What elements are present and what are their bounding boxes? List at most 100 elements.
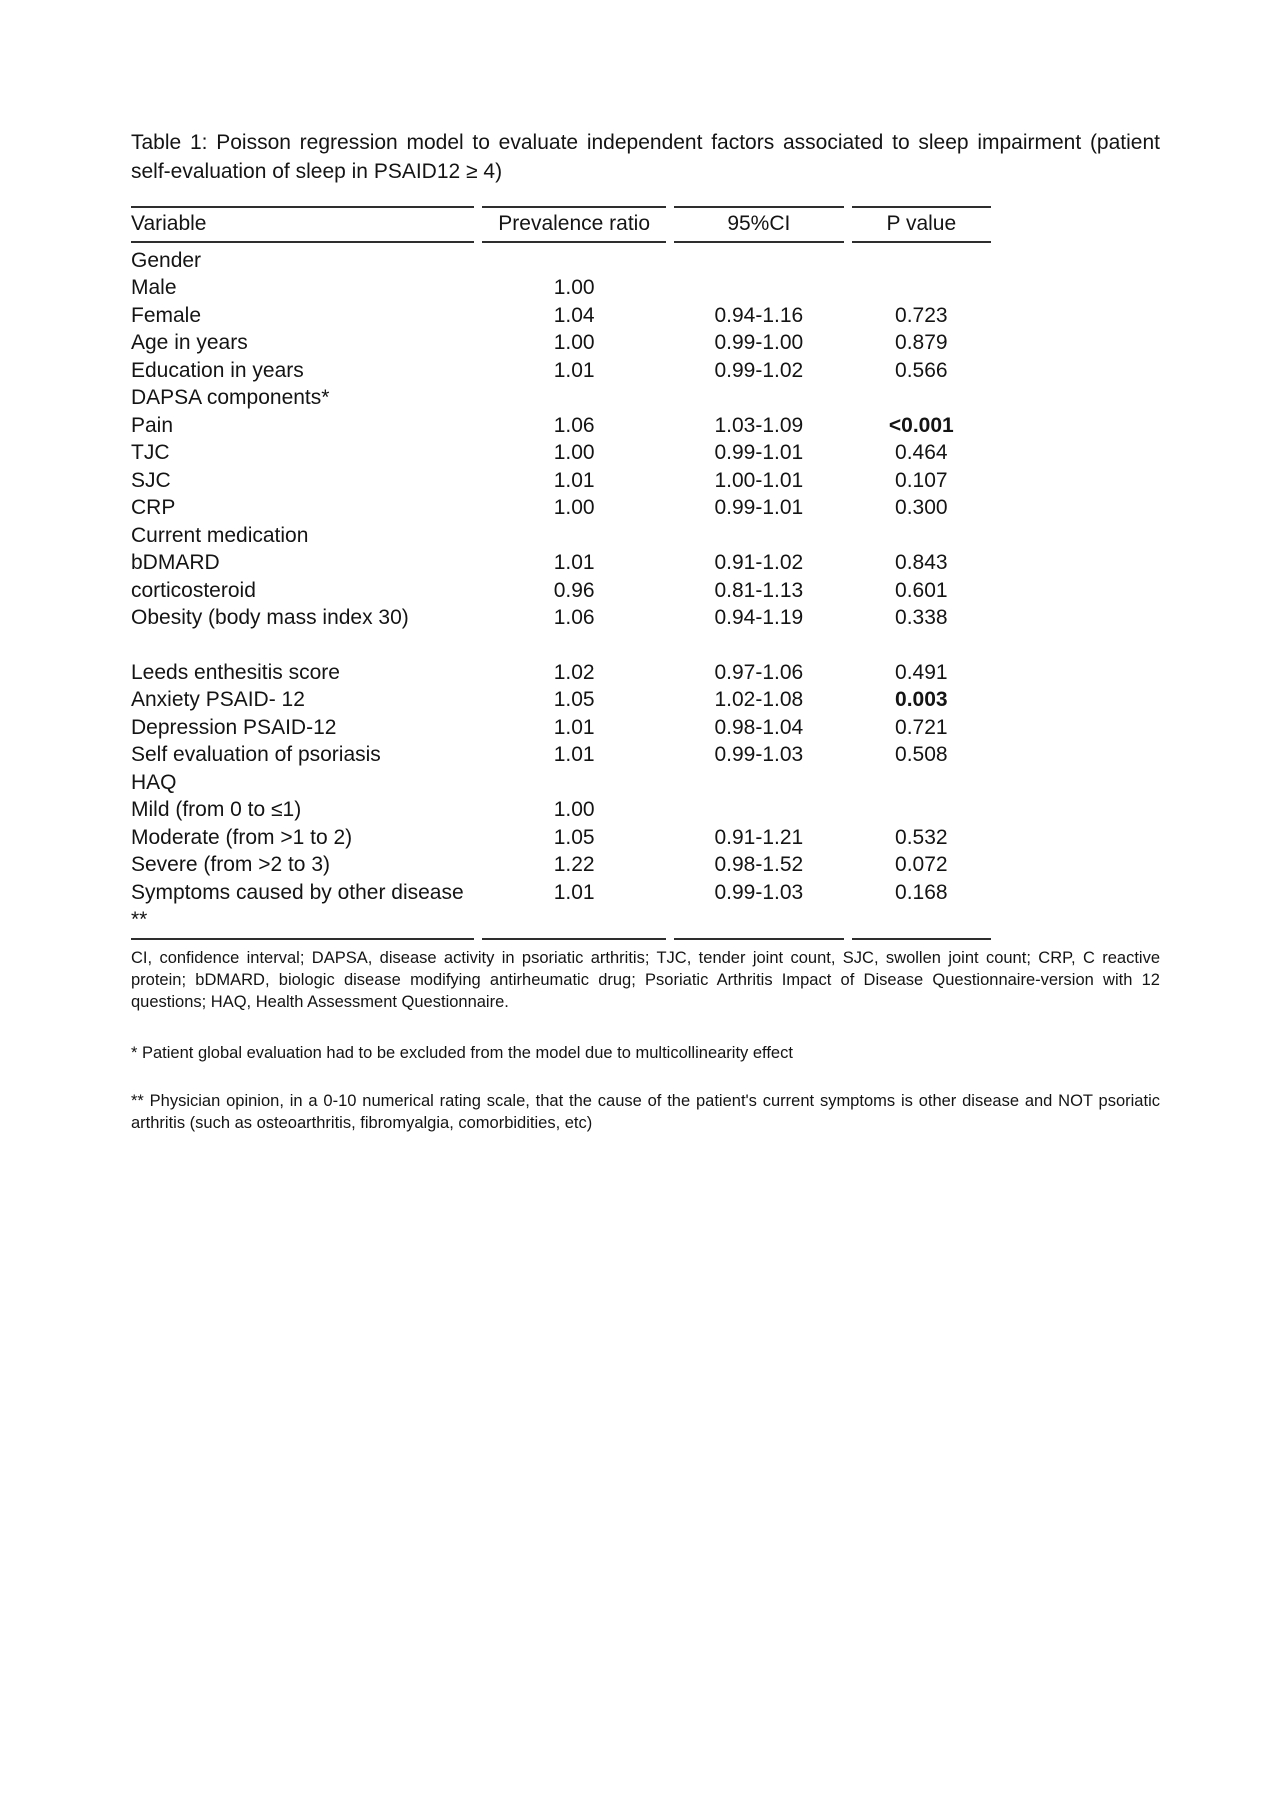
- table-header: Variable Prevalence ratio 95%CI P value: [131, 206, 991, 243]
- prevalence-ratio-cell: [482, 632, 666, 659]
- p-value-cell: 0.107: [895, 468, 948, 492]
- variable-cell: Age in years: [131, 331, 248, 354]
- ci-cell: [674, 632, 844, 659]
- variable-cell: Gender: [131, 248, 202, 272]
- table-row: Gender: [131, 243, 991, 275]
- table-row: DAPSA components*: [131, 384, 991, 412]
- p-value-cell: 0.721: [895, 715, 948, 739]
- table-row: CRP 1.00 0.99-1.01 0.300: [131, 494, 991, 522]
- p-value-cell: [852, 243, 991, 275]
- p-value-cell: [852, 796, 991, 824]
- prevalence-ratio-cell: 1.02: [553, 660, 595, 684]
- variable-cell: HAQ: [131, 770, 177, 794]
- ci-cell: 0.97-1.06: [714, 660, 804, 684]
- table-row: TJC 1.00 0.99-1.01 0.464: [131, 439, 991, 467]
- prevalence-ratio-cell: 1.01: [482, 879, 667, 940]
- prevalence-ratio-cell: 1.06: [553, 606, 595, 629]
- prevalence-ratio-cell: 1.22: [553, 853, 595, 876]
- table-row: corticosteroid 0.96 0.81-1.13 0.601: [131, 577, 991, 605]
- ci-cell: 0.91-1.21: [714, 825, 804, 849]
- prevalence-ratio-cell: [482, 522, 666, 550]
- table-row: Age in years 1.00 0.99-1.00 0.879: [131, 329, 991, 357]
- column-header-p-value: P value: [851, 206, 991, 243]
- prevalence-ratio-cell: 1.05: [553, 688, 595, 711]
- p-value-cell: [852, 274, 991, 302]
- ci-cell: [674, 796, 844, 824]
- ci-cell: 0.94-1.16: [714, 303, 804, 327]
- prevalence-ratio-cell: 1.00: [553, 276, 595, 299]
- prevalence-ratio-cell: [482, 243, 666, 275]
- prevalence-ratio-cell: 1.00: [553, 331, 595, 354]
- table-row: Current medication: [131, 522, 991, 550]
- table-row: Severe (from >2 to 3) 1.22 0.98-1.52 0.072: [131, 851, 991, 879]
- column-header-prevalence-ratio: Prevalence ratio: [482, 206, 667, 243]
- variable-cell: Moderate (from >1 to 2): [131, 825, 353, 849]
- ci-cell: 0.99-1.01: [714, 441, 804, 464]
- ci-cell: [674, 769, 844, 797]
- p-value-cell: 0.464: [895, 441, 948, 464]
- p-value-cell: 0.566: [895, 358, 948, 382]
- p-value-cell: [852, 632, 991, 659]
- ci-cell: 1.00-1.01: [714, 468, 804, 492]
- variable-cell: CRP: [131, 496, 176, 519]
- ci-cell: 0.99-1.02: [714, 358, 804, 382]
- p-value-cell: 0.168: [851, 879, 991, 940]
- variable-cell: Mild (from 0 to ≤1): [131, 798, 302, 821]
- variable-cell: Pain: [131, 413, 174, 437]
- ci-cell: 1.03-1.09: [714, 413, 804, 437]
- ci-cell: 0.99-1.03: [674, 879, 844, 940]
- double-asterisk-footnote: ** Physician opinion, in a 0-10 numerica…: [131, 1091, 1160, 1132]
- ci-cell: 0.81-1.13: [714, 578, 804, 602]
- p-value-cell: 0.601: [895, 578, 948, 602]
- table-caption: Table 1: Poisson regression model to eva…: [131, 131, 1160, 183]
- prevalence-ratio-cell: 1.06: [553, 413, 595, 437]
- ci-cell: [674, 384, 844, 412]
- p-value-cell: [852, 769, 991, 797]
- table-row: HAQ: [131, 769, 991, 797]
- table-row: Obesity (body mass index 30) 1.06 0.94-1.1…: [131, 604, 991, 632]
- prevalence-ratio-cell: [482, 384, 666, 412]
- variable-cell: DAPSA components*: [131, 386, 330, 409]
- p-value-cell: 0.723: [895, 303, 948, 327]
- ci-cell: 0.99-1.03: [714, 743, 804, 766]
- document-page: Table 1: Poisson regression model to eva…: [131, 128, 1160, 1134]
- p-value-cell: 0.532: [895, 825, 948, 849]
- p-value-cell: 0.508: [895, 743, 948, 766]
- prevalence-ratio-cell: 1.01: [553, 715, 595, 739]
- p-value-cell: 0.843: [895, 551, 948, 574]
- ci-cell: 0.98-1.52: [714, 853, 804, 876]
- table-row: Education in years 1.01 0.99-1.02 0.566: [131, 357, 991, 385]
- ci-cell: 0.99-1.01: [714, 496, 804, 519]
- table-row: Mild (from 0 to ≤1) 1.00: [131, 796, 991, 824]
- variable-cell: [131, 632, 474, 659]
- prevalence-ratio-cell: 1.01: [553, 468, 595, 492]
- variable-cell: corticosteroid: [131, 578, 256, 602]
- variable-cell: Obesity (body mass index 30): [131, 606, 409, 629]
- variable-cell: Anxiety PSAID- 12: [131, 688, 305, 711]
- table-row: Anxiety PSAID- 12 1.05 1.02-1.08 0.003: [131, 686, 991, 714]
- table-row: Male 1.00: [131, 274, 991, 302]
- spacer-row: [131, 632, 991, 659]
- p-value-cell: [852, 522, 991, 550]
- abbreviations-footnote: CI, confidence interval; DAPSA, disease …: [131, 948, 1160, 1011]
- p-value-cell: 0.491: [895, 660, 948, 684]
- prevalence-ratio-cell: 1.00: [553, 496, 595, 519]
- table-body: Gender Male 1.00 Female 1.04 0.94-1.16 0.723 Ag…: [131, 243, 991, 940]
- prevalence-ratio-cell: 1.05: [553, 825, 595, 849]
- prevalence-ratio-cell: [482, 769, 666, 797]
- variable-cell: TJC: [131, 441, 170, 464]
- column-header-variable: Variable: [131, 206, 475, 243]
- table-row: Leeds enthesitis score 1.02 0.97-1.06 0.491: [131, 659, 991, 687]
- prevalence-ratio-cell: 1.00: [553, 441, 595, 464]
- table-row: Female 1.04 0.94-1.16 0.723: [131, 302, 991, 330]
- variable-cell: Female: [131, 303, 202, 327]
- prevalence-ratio-cell: 0.96: [553, 578, 595, 602]
- ci-cell: [674, 243, 844, 275]
- column-header-95ci: 95%CI: [674, 206, 844, 243]
- ci-cell: [674, 522, 844, 550]
- regression-table: Variable Prevalence ratio 95%CI P value …: [123, 206, 999, 940]
- p-value-cell: 0.879: [895, 331, 948, 354]
- variable-cell: SJC: [131, 468, 171, 492]
- prevalence-ratio-cell: 1.01: [553, 551, 595, 574]
- table-row: Symptoms caused by other disease ** 1.01 0…: [131, 879, 991, 940]
